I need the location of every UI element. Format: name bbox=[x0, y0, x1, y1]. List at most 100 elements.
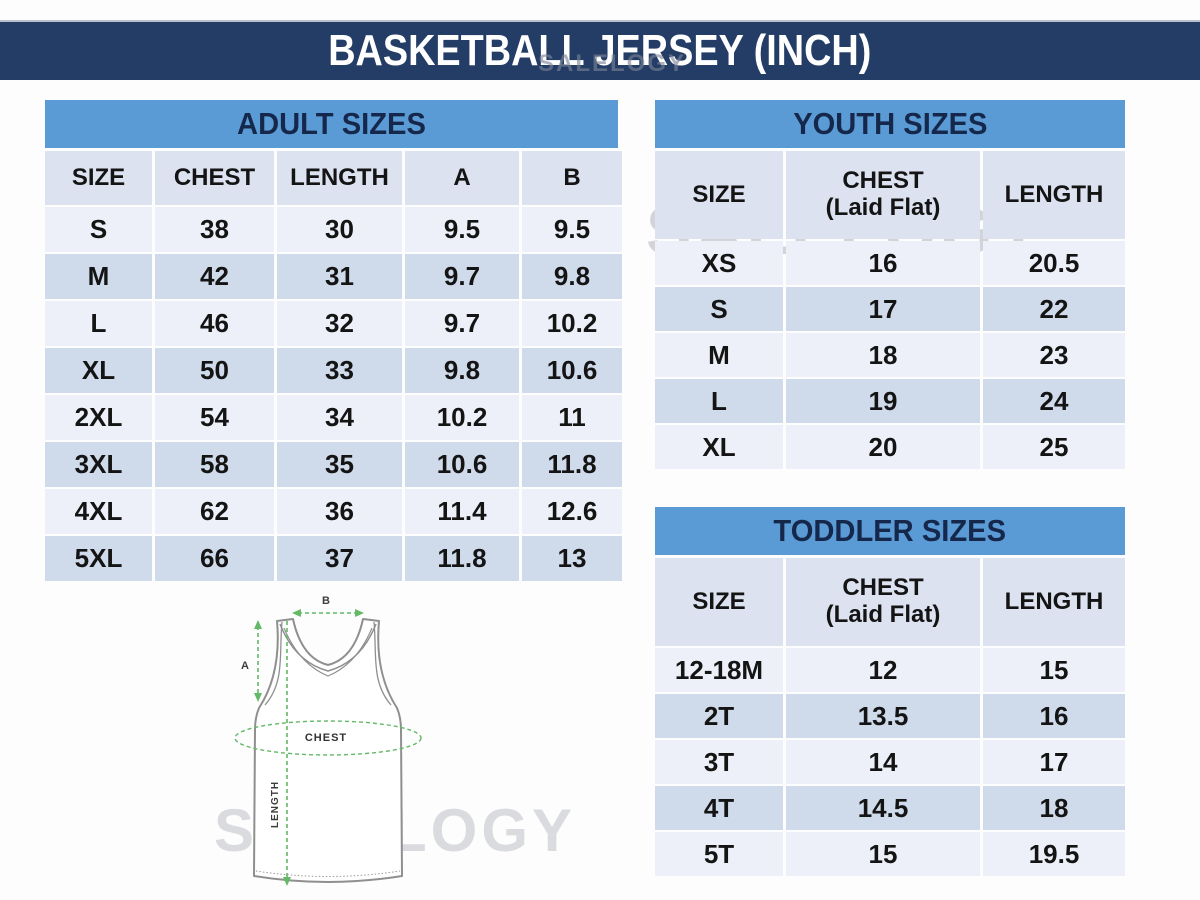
collar-trim-inner-icon bbox=[283, 627, 373, 677]
table-cell: 11.8 bbox=[522, 442, 622, 487]
table-cell: 62 bbox=[155, 489, 274, 534]
table-cell: S bbox=[45, 207, 152, 252]
table-cell: M bbox=[45, 254, 152, 299]
measure-chest-ellipse bbox=[234, 720, 422, 756]
table-cell: 24 bbox=[983, 379, 1125, 423]
table-cell: 5XL bbox=[45, 536, 152, 581]
table-cell: 17 bbox=[983, 740, 1125, 784]
table-cell: 30 bbox=[277, 207, 402, 252]
table-cell: 9.8 bbox=[522, 254, 622, 299]
table-cell: 25 bbox=[983, 425, 1125, 469]
column-header: CHEST bbox=[155, 151, 274, 205]
table-cell: M bbox=[655, 333, 783, 377]
table-cell: 42 bbox=[155, 254, 274, 299]
label-length: LENGTH bbox=[270, 781, 281, 828]
table-cell: 33 bbox=[277, 348, 402, 393]
table-cell: 66 bbox=[155, 536, 274, 581]
table-cell: 20 bbox=[786, 425, 980, 469]
jersey-diagram: B A LENGTH CHEST bbox=[234, 595, 422, 886]
table-cell: 46 bbox=[155, 301, 274, 346]
column-header: A bbox=[405, 151, 519, 205]
column-header: B bbox=[522, 151, 622, 205]
adult-table-grid: SIZE CHEST LENGTH A B S 38 30 9.5 9.5 M 42 31 9.7 9.8 L… bbox=[45, 151, 622, 581]
table-cell: 2T bbox=[655, 694, 783, 738]
table-cell: 2XL bbox=[45, 395, 152, 440]
table-cell: 20.5 bbox=[983, 241, 1125, 285]
title-bar: BASKETBALL JERSEY (INCH) bbox=[0, 20, 1200, 80]
table-cell: 50 bbox=[155, 348, 274, 393]
table-cell: 13 bbox=[522, 536, 622, 581]
measure-b bbox=[292, 609, 364, 617]
column-header: SIZE bbox=[655, 151, 783, 239]
youth-table-grid: SIZE CHEST (Laid Flat) LENGTH XS 16 20.5 S 17 22… bbox=[655, 151, 1125, 469]
table-cell: 10.2 bbox=[522, 301, 622, 346]
adult-table-title: ADULT SIZES bbox=[45, 100, 618, 148]
table-cell: 9.5 bbox=[405, 207, 519, 252]
youth-table-title: YOUTH SIZES bbox=[655, 100, 1125, 148]
table-cell: 9.8 bbox=[405, 348, 519, 393]
table-cell: 14.5 bbox=[786, 786, 980, 830]
table-cell: 15 bbox=[786, 832, 980, 876]
toddler-table-title: TODDLER SIZES bbox=[655, 507, 1125, 555]
table-cell: 11.4 bbox=[405, 489, 519, 534]
toddler-table-grid: SIZE CHEST (Laid Flat) LENGTH 12-18M 12 15 2T 1… bbox=[655, 558, 1125, 876]
column-header: LENGTH bbox=[277, 151, 402, 205]
table-cell: 3XL bbox=[45, 442, 152, 487]
collar-trim-icon bbox=[279, 623, 377, 672]
table-cell: 9.5 bbox=[522, 207, 622, 252]
youth-sizes-table: YOUTH SIZES SIZE CHEST (Laid Flat) LENGTH X… bbox=[655, 100, 1125, 469]
table-cell: 22 bbox=[983, 287, 1125, 331]
armhole-trim-left-icon bbox=[264, 621, 283, 706]
column-header: LENGTH bbox=[983, 558, 1125, 646]
label-b: B bbox=[322, 595, 330, 607]
table-cell: 12 bbox=[786, 648, 980, 692]
chest-label-backdrop bbox=[302, 729, 350, 743]
table-cell: 17 bbox=[786, 287, 980, 331]
table-cell: 11 bbox=[522, 395, 622, 440]
label-chest: CHEST bbox=[305, 732, 347, 744]
measure-a bbox=[254, 620, 262, 702]
table-cell: 37 bbox=[277, 536, 402, 581]
column-header: CHEST (Laid Flat) bbox=[786, 558, 980, 646]
table-cell: 4T bbox=[655, 786, 783, 830]
page-title: BASKETBALL JERSEY (INCH) bbox=[328, 26, 872, 75]
table-cell: 14 bbox=[786, 740, 980, 784]
table-cell: 23 bbox=[983, 333, 1125, 377]
table-cell: 19.5 bbox=[983, 832, 1125, 876]
armhole-trim-right-icon bbox=[373, 621, 392, 706]
table-cell: 10.6 bbox=[405, 442, 519, 487]
table-cell: 32 bbox=[277, 301, 402, 346]
table-cell: 13.5 bbox=[786, 694, 980, 738]
jersey-outline bbox=[253, 618, 403, 883]
column-header: CHEST (Laid Flat) bbox=[786, 151, 980, 239]
column-header: LENGTH bbox=[983, 151, 1125, 239]
table-cell: 9.7 bbox=[405, 301, 519, 346]
table-cell: 58 bbox=[155, 442, 274, 487]
table-cell: 19 bbox=[786, 379, 980, 423]
table-cell: 12.6 bbox=[522, 489, 622, 534]
table-cell: 35 bbox=[277, 442, 402, 487]
table-cell: 18 bbox=[786, 333, 980, 377]
column-header: SIZE bbox=[655, 558, 783, 646]
label-a: A bbox=[241, 660, 249, 672]
table-cell: 18 bbox=[983, 786, 1125, 830]
table-cell: 12-18M bbox=[655, 648, 783, 692]
adult-sizes-table: ADULT SIZES SIZE CHEST LENGTH A B S 38 30 9.5 9.5… bbox=[45, 100, 622, 581]
table-cell: 38 bbox=[155, 207, 274, 252]
table-cell: 54 bbox=[155, 395, 274, 440]
table-cell: XL bbox=[45, 348, 152, 393]
table-cell: S bbox=[655, 287, 783, 331]
table-cell: 31 bbox=[277, 254, 402, 299]
table-cell: 10.2 bbox=[405, 395, 519, 440]
table-cell: XL bbox=[655, 425, 783, 469]
table-cell: 4XL bbox=[45, 489, 152, 534]
table-cell: 11.8 bbox=[405, 536, 519, 581]
table-cell: L bbox=[655, 379, 783, 423]
table-cell: XS bbox=[655, 241, 783, 285]
table-cell: 34 bbox=[277, 395, 402, 440]
table-cell: L bbox=[45, 301, 152, 346]
measure-length bbox=[283, 621, 291, 886]
table-cell: 16 bbox=[786, 241, 980, 285]
table-cell: 16 bbox=[983, 694, 1125, 738]
table-cell: 5T bbox=[655, 832, 783, 876]
